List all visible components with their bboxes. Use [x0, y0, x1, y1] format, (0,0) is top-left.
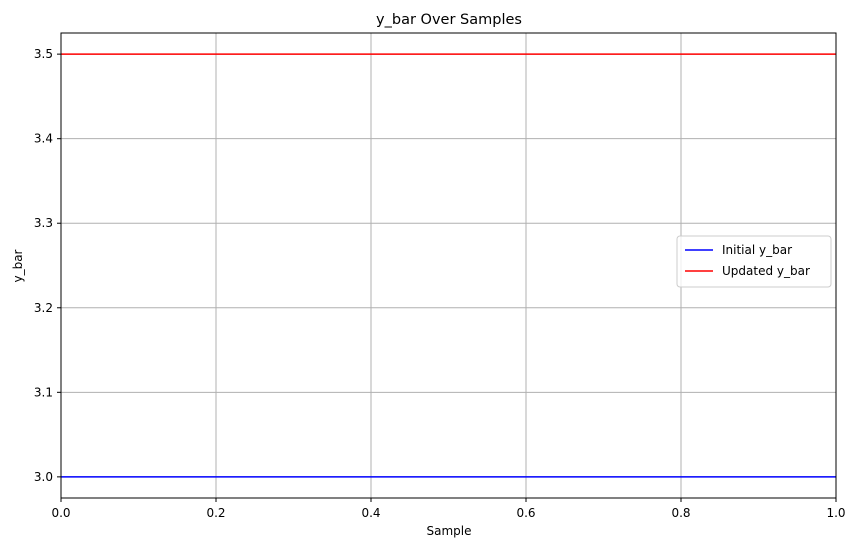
x-tick-label: 0.8: [671, 506, 690, 520]
y-tick-label: 3.4: [34, 132, 53, 146]
x-axis: 0.0 0.2 0.4 0.6 0.8 1.0: [51, 498, 846, 520]
y-tick-label: 3.5: [34, 47, 53, 61]
legend: Initial y_bar Updated y_bar: [676, 235, 832, 288]
legend-label: Updated y_bar: [722, 264, 810, 278]
x-tick-label: 0.6: [516, 506, 535, 520]
x-tick-label: 0.0: [51, 506, 70, 520]
y-axis: 3.0 3.1 3.2 3.3 3.4 3.5: [34, 47, 61, 484]
legend-label: Initial y_bar: [722, 243, 792, 257]
y-tick-label: 3.0: [34, 470, 53, 484]
x-tick-label: 1.0: [826, 506, 845, 520]
chart-title: y_bar Over Samples: [376, 12, 522, 28]
y-tick-label: 3.1: [34, 385, 53, 399]
x-tick-label: 0.4: [361, 506, 380, 520]
legend-box: [676, 235, 832, 288]
y-tick-label: 3.3: [34, 216, 53, 230]
x-tick-label: 0.2: [206, 506, 225, 520]
y-axis-label: y_bar: [11, 249, 25, 282]
plot-frame: [60, 32, 837, 499]
series-lines: [61, 53, 836, 478]
x-axis-label: Sample: [427, 524, 472, 538]
y-tick-label: 3.2: [34, 301, 53, 315]
